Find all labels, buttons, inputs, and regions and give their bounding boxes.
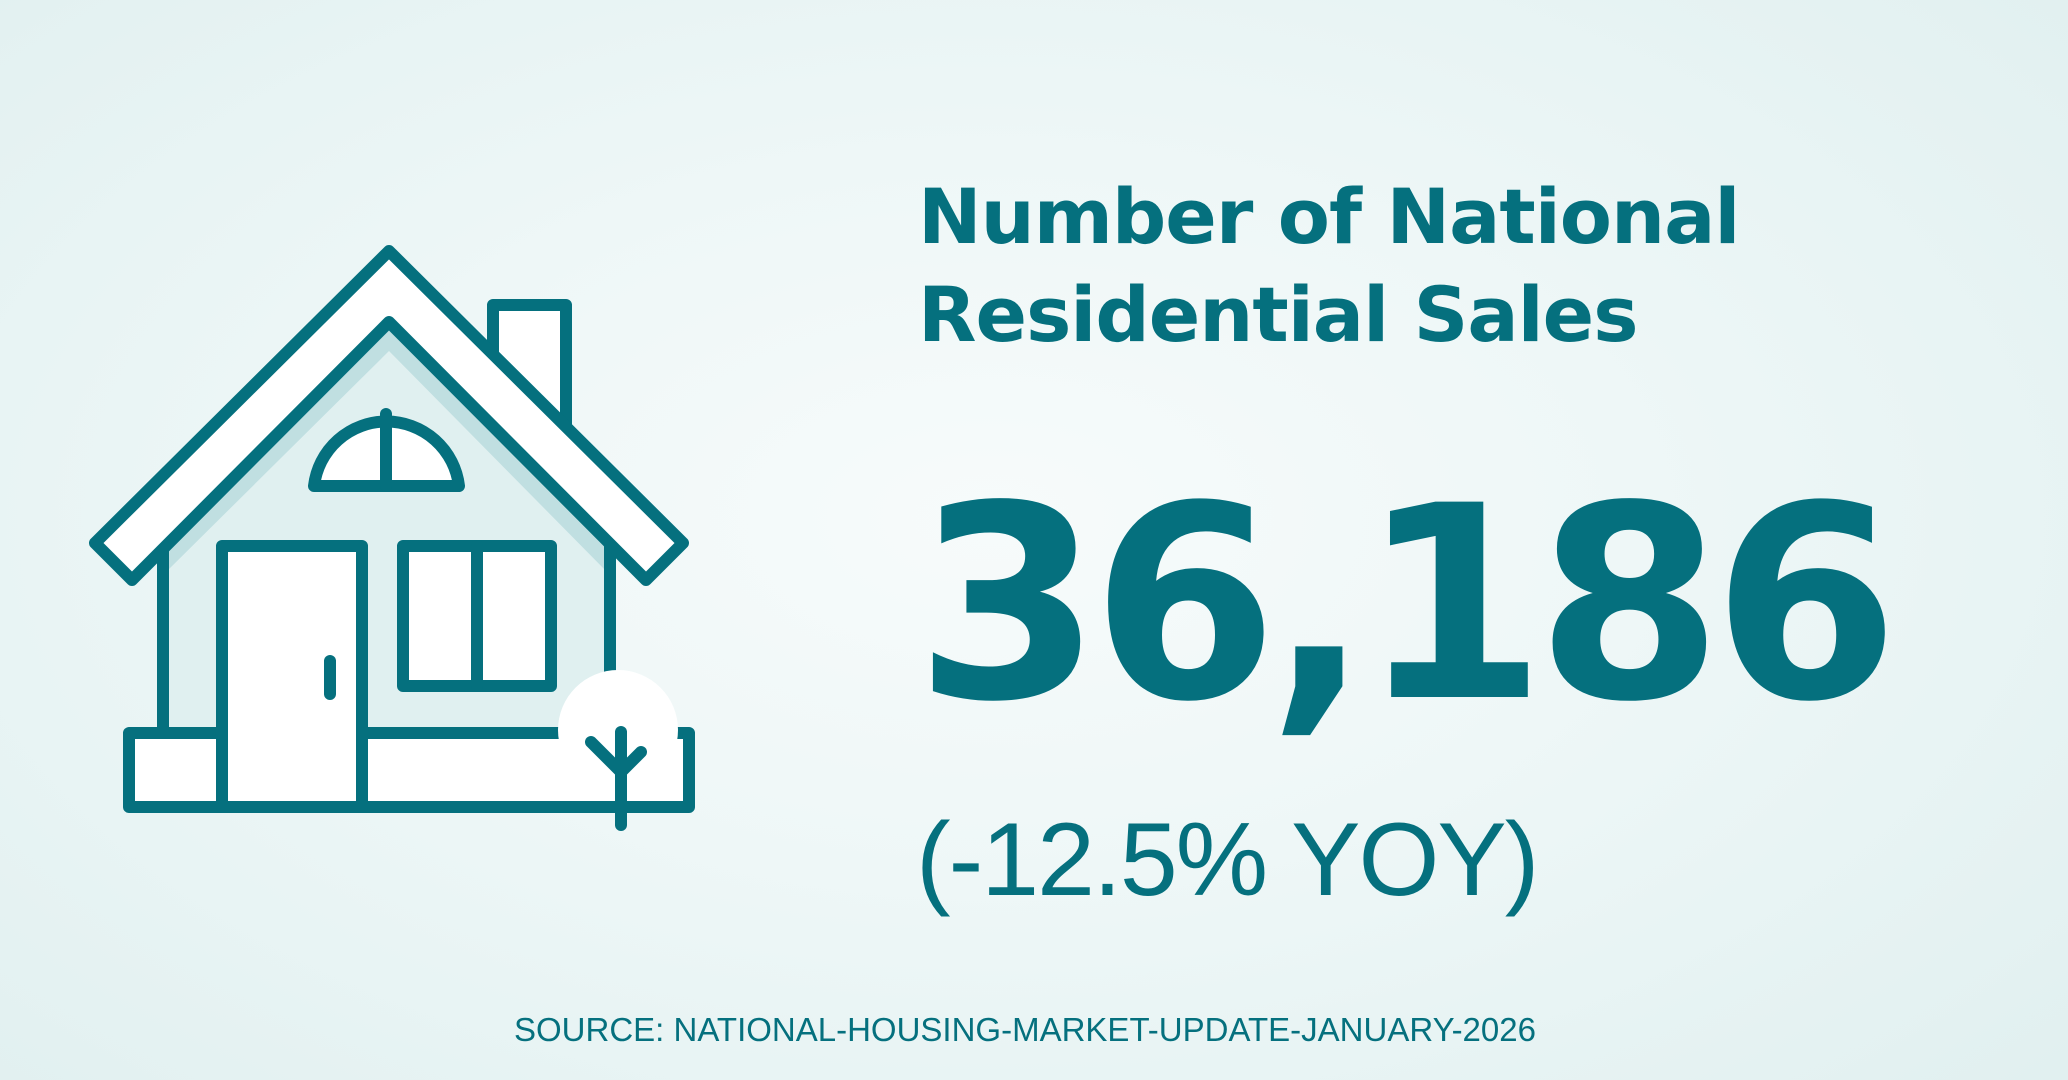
yoy-change: (-12.5% YOY) (916, 802, 1539, 918)
tree-icon (558, 670, 678, 831)
source-note: SOURCE: NATIONAL-HOUSING-MARKET-UPDATE-J… (514, 1011, 1536, 1048)
sales-count: 36,186 (915, 449, 1899, 761)
title-line-2: Residential Sales (918, 270, 1638, 359)
title-line-1: Number of National (918, 172, 1740, 261)
house-illustration (89, 245, 695, 831)
page-title: Number of National Residential Sales (918, 168, 1740, 364)
